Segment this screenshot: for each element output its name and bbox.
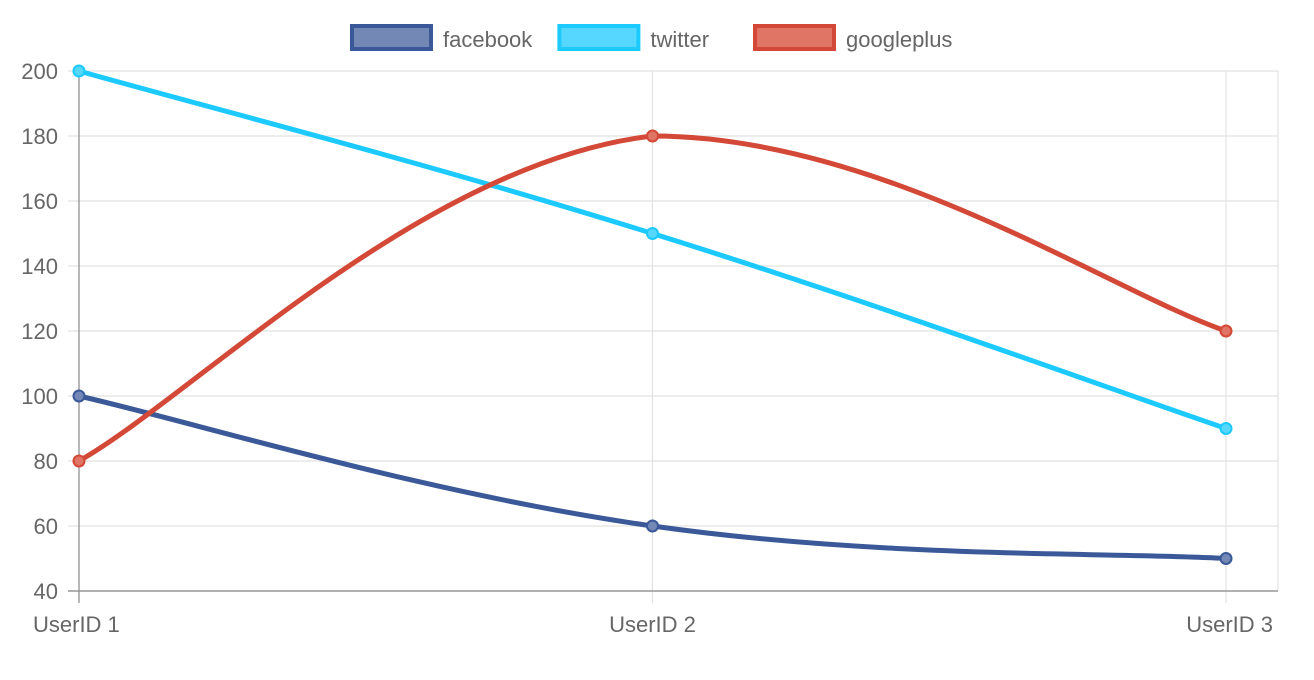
x-tick-label: UserID 1 <box>33 612 120 637</box>
y-tick-label: 180 <box>21 124 58 149</box>
y-tick-label: 40 <box>34 579 58 604</box>
data-point-twitter-1 <box>72 64 86 78</box>
legend-swatch-googleplus <box>753 24 836 51</box>
data-point-googleplus-1 <box>72 454 86 468</box>
data-point-googleplus-3 <box>1219 324 1233 338</box>
y-tick-label: 120 <box>21 319 58 344</box>
data-point-googleplus-2 <box>646 129 659 143</box>
x-tick-label: UserID 3 <box>1186 612 1273 637</box>
axis-layer: 40 60 80 100 120 140 160 180 200 UserID 1 UserID 2… <box>21 59 1273 637</box>
legend: facebook twitter googleplus <box>350 24 952 52</box>
y-tick-label: 200 <box>21 59 58 84</box>
data-point-twitter-2 <box>646 227 659 240</box>
y-tick-label: 100 <box>21 384 58 409</box>
y-tick-label: 160 <box>21 189 58 214</box>
legend-swatch-facebook <box>350 24 433 51</box>
y-tick-label: 140 <box>21 254 58 279</box>
data-point-facebook-1 <box>72 389 86 403</box>
x-tick-label: UserID 2 <box>609 612 696 637</box>
y-tick-label: 60 <box>34 514 58 539</box>
series-layer <box>72 64 1233 565</box>
y-tick-label: 80 <box>34 449 58 474</box>
data-point-facebook-3 <box>1219 552 1233 565</box>
data-point-facebook-2 <box>646 519 659 533</box>
legend-label-twitter: twitter <box>650 27 709 52</box>
legend-label-googleplus: googleplus <box>846 27 952 52</box>
legend-label-facebook: facebook <box>443 27 533 52</box>
data-point-twitter-3 <box>1219 422 1233 435</box>
grid-layer <box>68 70 1279 603</box>
legend-swatch-twitter <box>557 24 641 51</box>
